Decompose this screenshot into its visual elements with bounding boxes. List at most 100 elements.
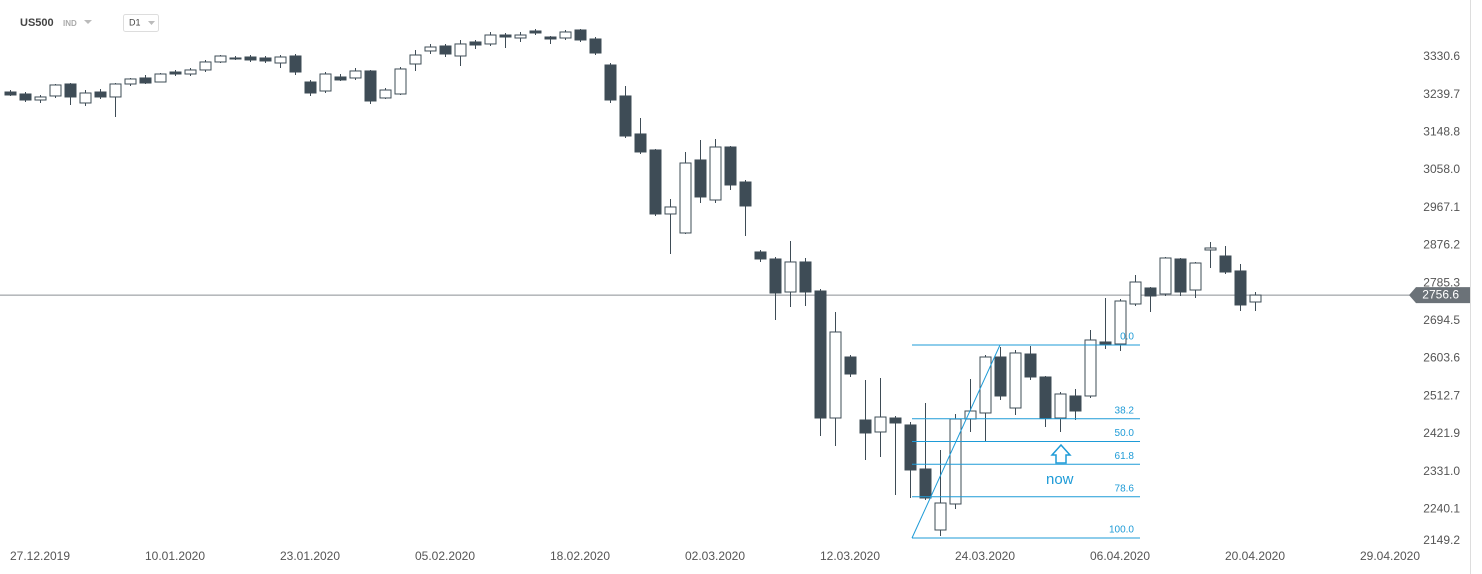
candle-body [454,43,467,57]
candle-body [1144,287,1157,297]
candle-body [934,502,947,531]
x-tick-label: 24.03.2020 [955,549,1015,563]
candle-body [1189,262,1202,291]
current-price-tag: 2756.6 [1409,287,1470,304]
candle-body [1159,257,1172,295]
candle-body [994,356,1007,397]
y-tick-label: 2149.2 [1423,533,1460,547]
candle-body [394,68,407,95]
y-tick-label: 2603.6 [1423,351,1460,365]
candle-body [559,31,572,39]
candle-body [64,83,77,98]
candle-body [4,91,17,96]
candle-body [424,46,437,52]
candle-body [364,70,377,102]
symbol[interactable]: US500 [20,17,54,29]
candle-body [184,69,197,75]
candle-body [1129,281,1142,305]
candle-body [709,146,722,201]
y-tick-label: 3058.0 [1423,162,1460,176]
x-tick-label: 02.03.2020 [685,549,745,563]
candle-body [904,424,917,471]
timeframe-selector[interactable] [123,14,159,32]
candle-body [649,149,662,215]
x-tick-label: 05.02.2020 [415,549,475,563]
y-tick-label: 2967.1 [1423,200,1460,214]
candle-body [289,55,302,73]
candle-body [334,76,347,81]
candle-body [49,84,62,97]
candle-body [769,258,782,294]
candle-body [79,92,92,104]
candle-body [829,331,842,419]
candle-body [109,83,122,98]
y-tick-label: 3330.6 [1423,49,1460,63]
candle-body [739,181,752,207]
fib-level-label: 38.2 [1115,405,1135,416]
y-tick-label: 2421.9 [1423,426,1460,440]
candle-body [589,38,602,54]
symbol-dropdown[interactable] [84,20,92,24]
now-arrow [1050,443,1072,464]
candle-body [664,206,677,215]
y-tick-label: 3148.8 [1423,125,1460,139]
price-tag-shape [1409,287,1470,304]
y-tick-label: 2785.3 [1423,275,1460,289]
candle-body [529,30,542,34]
candle-body [274,56,287,64]
candle-body [979,356,992,414]
y-tick-label: 2331.0 [1423,464,1460,478]
candle-body [1069,395,1082,412]
candle-body [1174,258,1187,293]
candle-body [1234,270,1247,306]
fib-level-label: 0.0 [1120,332,1134,343]
annotation: now [1046,471,1074,488]
y-tick-label: 2240.1 [1423,501,1460,515]
current-price-label: 2756.6 [1422,288,1459,302]
fib-level-label: 50.0 [1115,428,1135,439]
candle-body [349,70,362,79]
timeframe[interactable]: D1 [129,17,141,27]
candle-body [34,96,47,101]
candle-body [124,78,137,85]
candle-body [754,251,767,260]
candle-body [1009,352,1022,409]
candle-body [889,417,902,424]
candle-body [514,34,527,39]
timeframe-dropdown[interactable] [148,21,155,25]
candle-body [694,159,707,198]
fib-level-label: 61.8 [1115,451,1135,462]
y-tick-label: 3239.7 [1423,87,1460,101]
y-tick-label: 2694.5 [1423,313,1460,327]
candle-body [229,57,242,60]
x-tick-label: 06.04.2020 [1090,549,1150,563]
candle-body [214,55,227,63]
candle-body [604,64,617,101]
candle-body [1084,339,1097,397]
candle-body [814,290,827,419]
candle-body [19,93,32,101]
candle-body [379,89,392,99]
candle-body [499,34,512,38]
candle-body [634,133,647,153]
candle-body [799,261,812,293]
x-tick-label: 20.04.2020 [1225,549,1285,563]
plot-area: 2149.2 2240.1 2331.0 2421.9 2512.7 2603.6 2694… [0,28,1460,563]
candle-body [874,416,887,433]
candle-body [199,61,212,71]
candle-body [484,34,497,45]
candle-body [439,45,452,55]
x-tick-label: 29.04.2020 [1360,549,1420,563]
x-tick-label: 10.01.2020 [145,549,205,563]
candle-body [244,56,257,61]
candle-body [679,162,692,234]
x-tick-label: 23.01.2020 [280,549,340,563]
x-tick-label: 12.03.2020 [820,549,880,563]
candle-body [1204,247,1217,251]
fib-level-label: 78.6 [1115,483,1135,494]
candle-body [1249,294,1262,303]
candle-body [409,54,422,65]
candle-body [574,29,587,41]
fib-level-label: 100.0 [1109,525,1134,536]
